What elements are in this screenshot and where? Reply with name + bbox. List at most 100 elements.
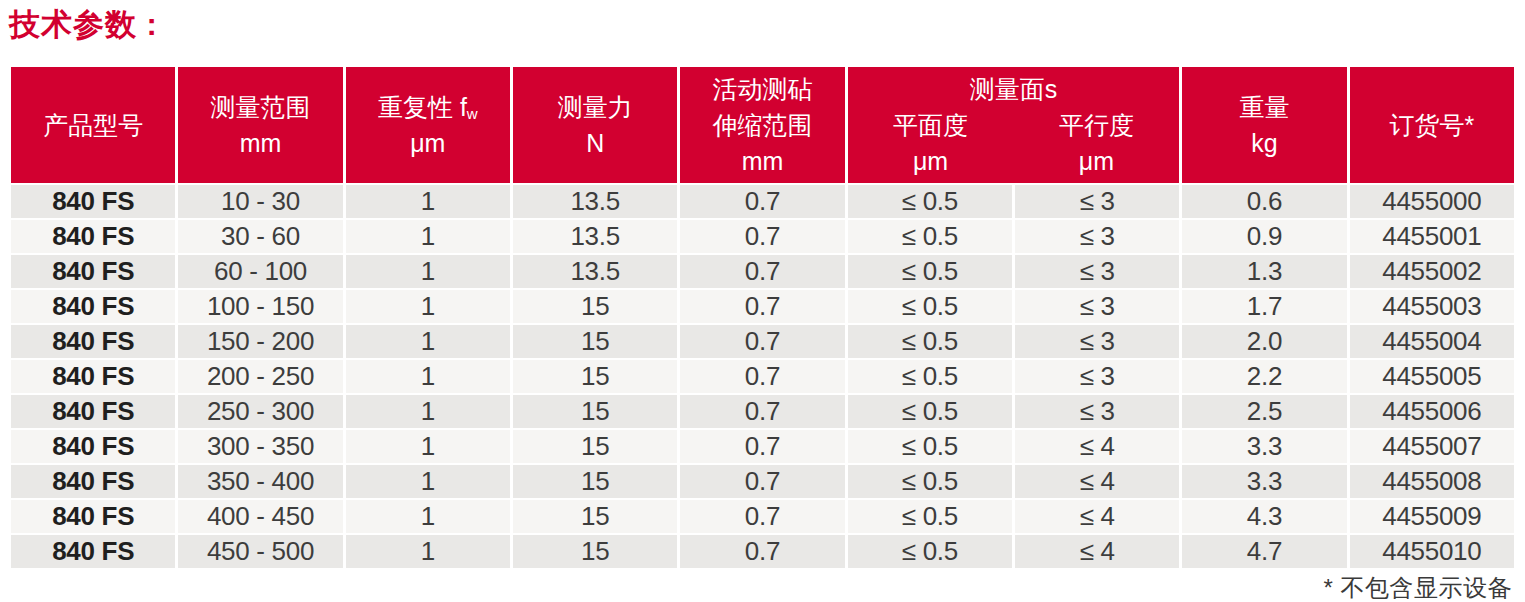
cell-parallelism: ≤ 4 [1015,500,1179,533]
cell-anvil-travel: 0.7 [680,185,844,218]
cell-flatness: ≤ 0.5 [848,500,1012,533]
cell-flatness: ≤ 0.5 [848,465,1012,498]
cell-parallelism: ≤ 4 [1015,465,1179,498]
col-header-weight: 重量 kg [1182,67,1346,183]
col-header-flatness-unit: μm [848,143,1014,179]
cell-flatness: ≤ 0.5 [848,220,1012,253]
col-header-anvil-travel: 活动测砧 伸缩范围 mm [680,67,844,183]
cell-repeatability: 1 [346,465,510,498]
cell-parallelism: ≤ 3 [1015,185,1179,218]
cell-measuring-range: 150 - 200 [178,325,342,358]
cell-order-number: 4455004 [1350,325,1514,358]
cell-order-number: 4455006 [1350,395,1514,428]
col-header-measuring-range: 测量范围 mm [178,67,342,183]
cell-measuring-force: 15 [513,360,677,393]
cell-repeatability: 1 [346,395,510,428]
cell-product-model: 840 FS [11,395,175,428]
col-header-label: 伸缩范围 [680,107,844,143]
cell-measuring-force: 15 [513,395,677,428]
cell-product-model: 840 FS [11,535,175,568]
cell-parallelism: ≤ 3 [1015,325,1179,358]
cell-flatness: ≤ 0.5 [848,290,1012,323]
cell-measuring-range: 30 - 60 [178,220,342,253]
cell-weight: 3.3 [1182,430,1346,463]
cell-anvil-travel: 0.7 [680,500,844,533]
catalog-spec-section: 技术参数 : 产品型号 测量范围 mm 重复性 fw μm 测量力 N 活动测砧… [0,0,1525,602]
cell-repeatability: 1 [346,430,510,463]
sub-header-labels: 平面度 平行度 [848,107,1180,143]
cell-flatness: ≤ 0.5 [848,325,1012,358]
cell-measuring-range: 250 - 300 [178,395,342,428]
cell-weight: 1.7 [1182,290,1346,323]
col-header-parallelism: 平行度 [1013,107,1179,143]
cell-parallelism: ≤ 4 [1015,535,1179,568]
cell-repeatability: 1 [346,185,510,218]
col-header-unit: μm [346,125,510,161]
cell-anvil-travel: 0.7 [680,395,844,428]
cell-order-number: 4455003 [1350,290,1514,323]
cell-measuring-force: 15 [513,465,677,498]
cell-flatness: ≤ 0.5 [848,255,1012,288]
cell-product-model: 840 FS [11,255,175,288]
cell-parallelism: ≤ 3 [1015,395,1179,428]
sub-header-units: μm μm [848,143,1180,179]
cell-measuring-range: 400 - 450 [178,500,342,533]
cell-product-model: 840 FS [11,290,175,323]
cell-anvil-travel: 0.7 [680,220,844,253]
cell-repeatability: 1 [346,360,510,393]
cell-measuring-force: 15 [513,500,677,533]
col-header-parallelism-unit: μm [1013,143,1179,179]
cell-product-model: 840 FS [11,500,175,533]
cell-flatness: ≤ 0.5 [848,360,1012,393]
cell-parallelism: ≤ 3 [1015,255,1179,288]
cell-repeatability: 1 [346,535,510,568]
cell-parallelism: ≤ 3 [1015,220,1179,253]
cell-order-number: 4455000 [1350,185,1514,218]
cell-measuring-range: 200 - 250 [178,360,342,393]
cell-anvil-travel: 0.7 [680,360,844,393]
cell-repeatability: 1 [346,290,510,323]
cell-parallelism: ≤ 3 [1015,360,1179,393]
cell-weight: 2.2 [1182,360,1346,393]
cell-product-model: 840 FS [11,325,175,358]
col-header-label: 产品型号 [11,107,175,143]
col-header-label: 活动测砧 [680,71,844,107]
col-header-repeatability: 重复性 fw μm [346,67,510,183]
cell-order-number: 4455009 [1350,500,1514,533]
col-header-label: 重量 [1182,89,1346,125]
cell-measuring-force: 15 [513,290,677,323]
cell-flatness: ≤ 0.5 [848,185,1012,218]
col-header-label: 测量力 [513,89,677,125]
group-header-label: 测量面s [848,71,1180,107]
col-header-flatness: 平面度 [848,107,1014,143]
cell-order-number: 4455008 [1350,465,1514,498]
cell-measuring-force: 15 [513,535,677,568]
col-header-label: 订货号* [1350,107,1514,143]
cell-product-model: 840 FS [11,185,175,218]
cell-repeatability: 1 [346,220,510,253]
cell-order-number: 4455010 [1350,535,1514,568]
cell-measuring-force: 13.5 [513,220,677,253]
cell-product-model: 840 FS [11,220,175,253]
cell-weight: 0.9 [1182,220,1346,253]
cell-weight: 4.3 [1182,500,1346,533]
col-header-unit: kg [1182,125,1346,161]
cell-weight: 2.0 [1182,325,1346,358]
cell-parallelism: ≤ 3 [1015,290,1179,323]
col-header-label: 重复性 fw [346,89,510,125]
col-header-unit: mm [680,143,844,179]
cell-weight: 1.3 [1182,255,1346,288]
cell-product-model: 840 FS [11,430,175,463]
col-header-measuring-force: 测量力 N [513,67,677,183]
cell-measuring-force: 15 [513,325,677,358]
col-header-order-number: 订货号* [1350,67,1514,183]
cell-product-model: 840 FS [11,465,175,498]
cell-measuring-range: 450 - 500 [178,535,342,568]
cell-anvil-travel: 0.7 [680,535,844,568]
section-title: 技术参数 : [9,4,158,46]
cell-weight: 3.3 [1182,465,1346,498]
cell-flatness: ≤ 0.5 [848,430,1012,463]
spec-table: 产品型号 测量范围 mm 重复性 fw μm 测量力 N 活动测砧 伸缩范围 m… [11,67,1514,568]
cell-anvil-travel: 0.7 [680,325,844,358]
cell-repeatability: 1 [346,255,510,288]
